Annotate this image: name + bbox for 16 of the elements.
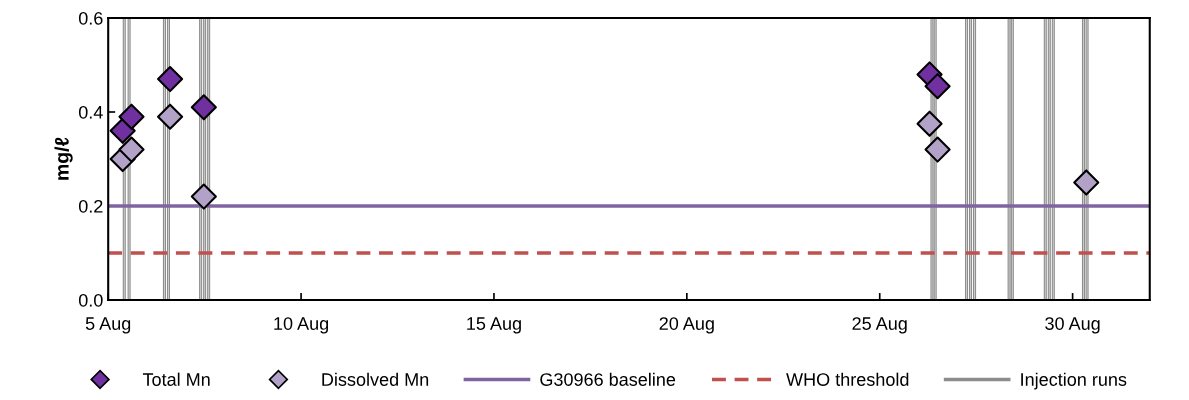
y-tick-label: 0.2 xyxy=(78,199,103,213)
x-tick-label: 15 Aug xyxy=(467,317,521,334)
legend-label: WHO threshold xyxy=(786,372,909,386)
legend-label: Injection runs xyxy=(1021,372,1127,390)
legend-label: G30966 baseline xyxy=(540,372,676,386)
legend-label: Dissolved Mn xyxy=(322,372,429,386)
x-tick-label: 5 Aug xyxy=(85,317,131,334)
y-tick-label: 0.4 xyxy=(78,105,103,119)
y-tick-label: 0.0 xyxy=(78,293,103,307)
legend-label: Total Mn xyxy=(142,372,210,386)
y-axis-title: mg/ℓ xyxy=(54,137,73,180)
x-tick-label: 20 Aug xyxy=(659,317,714,334)
x-tick-label: 30 Aug xyxy=(1045,317,1100,334)
y-tick-label: 0.6 xyxy=(78,11,103,25)
x-tick-label: 10 Aug xyxy=(274,317,329,334)
x-tick-label: 25 Aug xyxy=(852,317,907,334)
